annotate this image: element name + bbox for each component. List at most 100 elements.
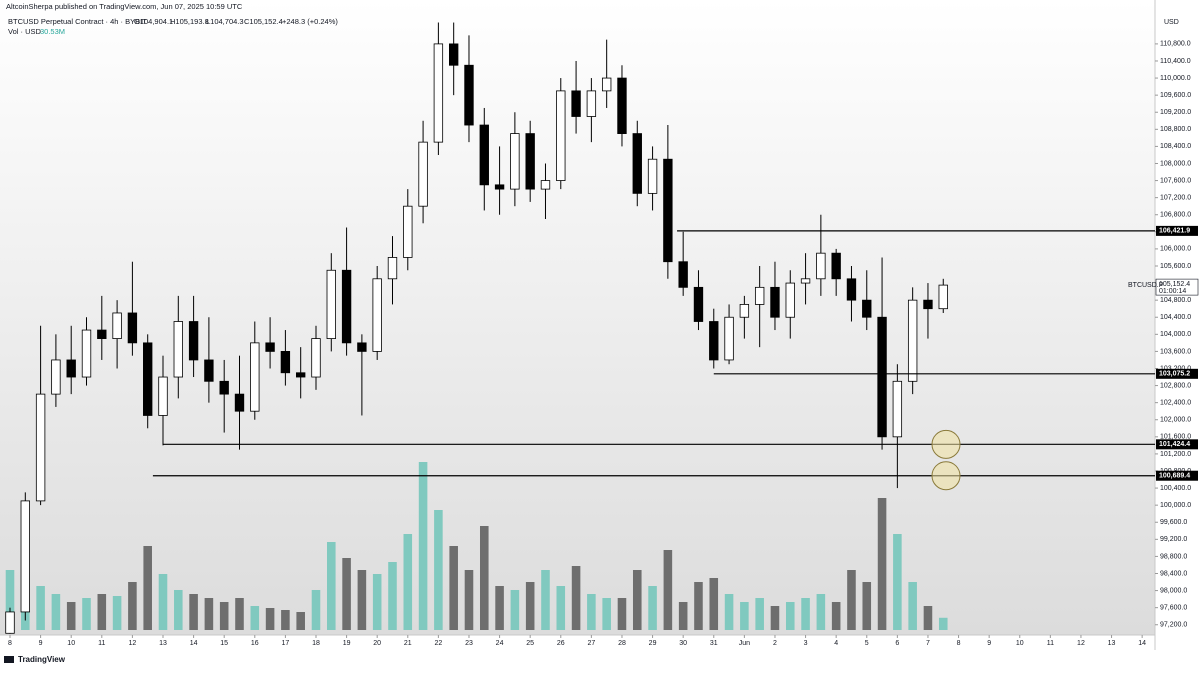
x-tick-label: 10	[67, 640, 75, 647]
volume-bar	[36, 586, 45, 630]
brand-logo	[4, 656, 14, 663]
volume-bar	[479, 526, 489, 630]
y-tick-label: 98,000.0	[1160, 587, 1187, 594]
x-tick-label: 15	[220, 640, 228, 647]
candle-body	[632, 133, 642, 194]
x-tick-label: 19	[343, 640, 351, 647]
y-tick-label: 104,800.0	[1160, 297, 1191, 304]
x-tick-label: 24	[496, 640, 504, 647]
candle-body	[540, 180, 551, 190]
symbol-label: BTCUSD.P	[1128, 282, 1164, 289]
volume-bar	[204, 598, 214, 630]
volume-bar	[174, 590, 183, 630]
candle-body	[326, 269, 336, 339]
candle-body	[51, 359, 61, 395]
volume-bar	[724, 594, 734, 630]
x-tick-label: 13	[159, 640, 167, 647]
volume-bar	[418, 462, 428, 630]
candle-body	[586, 90, 597, 117]
volume-bar	[510, 590, 520, 630]
y-tick-label: 108,800.0	[1160, 126, 1191, 133]
x-tick-label: 12	[1077, 640, 1085, 647]
candle-body	[250, 342, 260, 412]
highlight-circle	[931, 429, 961, 459]
candle-body	[173, 321, 183, 378]
candle-body	[265, 342, 275, 352]
candle-body	[663, 158, 673, 263]
y-tick-label: 106,000.0	[1160, 246, 1191, 253]
candle-body	[556, 90, 566, 181]
volume-bar	[632, 570, 642, 630]
x-tick-label: 21	[404, 640, 412, 647]
candle-body	[877, 316, 887, 438]
x-tick-label: 5	[865, 640, 869, 647]
ohlc-low: L104,704.3	[206, 17, 244, 26]
x-tick-label: 14	[190, 640, 198, 647]
y-tick-label: 109,600.0	[1160, 92, 1191, 99]
candle-body	[158, 376, 168, 416]
level-tag	[1156, 225, 1198, 236]
volume-bar	[327, 542, 336, 630]
x-tick-label: 20	[373, 640, 381, 647]
volume-bar	[357, 570, 367, 630]
volume-bar	[143, 546, 152, 630]
highlight-circle	[931, 461, 961, 491]
candle-body	[816, 252, 826, 280]
candle-body	[5, 611, 15, 634]
y-tick-label: 107,200.0	[1160, 194, 1191, 201]
volume-bar	[770, 606, 780, 630]
y-tick-label: 109,200.0	[1160, 109, 1191, 116]
volume-bar	[235, 598, 244, 630]
volume-bar	[755, 598, 764, 630]
x-tick-label: 8	[8, 640, 12, 647]
volume-bar	[801, 598, 810, 630]
x-tick-label: 30	[679, 640, 687, 647]
x-tick-label: 7	[926, 640, 930, 647]
y-tick-label: 108,000.0	[1160, 160, 1191, 167]
candle-body	[357, 342, 367, 352]
candle-body	[433, 43, 444, 143]
published: AltcoinSherpa published on TradingView.c…	[6, 2, 243, 11]
y-tick-label: 104,000.0	[1160, 331, 1191, 338]
candle-body	[601, 77, 612, 92]
level-tag	[1156, 470, 1198, 481]
candle-body	[280, 351, 291, 374]
candle-body	[296, 372, 306, 378]
y-tick-label: 107,600.0	[1160, 177, 1191, 184]
volume-bar	[189, 594, 198, 630]
volume-bar	[877, 498, 887, 630]
x-tick-label: 29	[649, 640, 657, 647]
candle-body	[341, 269, 352, 344]
candle-body	[525, 133, 535, 190]
candle-body	[127, 312, 138, 344]
y-tick-label: 97,200.0	[1160, 622, 1187, 629]
brand: TradingView	[18, 655, 66, 664]
volume-bar	[51, 594, 61, 630]
volume-bar	[112, 596, 122, 630]
candle-body	[448, 43, 459, 66]
candle-body	[81, 329, 92, 378]
y-tick-label: 97,600.0	[1160, 605, 1187, 612]
volume-bar	[388, 562, 397, 630]
x-tick-label: 11	[98, 640, 105, 647]
volume-bar	[265, 608, 275, 630]
candle-body	[188, 321, 199, 361]
x-tick-label: 12	[129, 640, 137, 647]
y-tick-label: 110,800.0	[1160, 41, 1191, 48]
candle-body	[770, 286, 780, 318]
x-tick-label: 10	[1016, 640, 1024, 647]
volume-bar	[938, 617, 948, 630]
level-label: 100,689.4	[1159, 473, 1190, 480]
candle-body	[20, 500, 30, 613]
candle-body	[724, 316, 734, 361]
x-tick-label: 13	[1108, 640, 1116, 647]
ohlc-change: +248.3 (+0.24%)	[282, 17, 338, 26]
level-tag	[1156, 439, 1198, 450]
x-tick-label: 28	[618, 640, 626, 647]
volume-bar	[82, 598, 91, 630]
volume-bar	[495, 586, 504, 630]
candle-body	[143, 342, 153, 416]
x-tick-label: Jun	[739, 640, 750, 647]
y-tick-label: 103,600.0	[1160, 348, 1191, 355]
